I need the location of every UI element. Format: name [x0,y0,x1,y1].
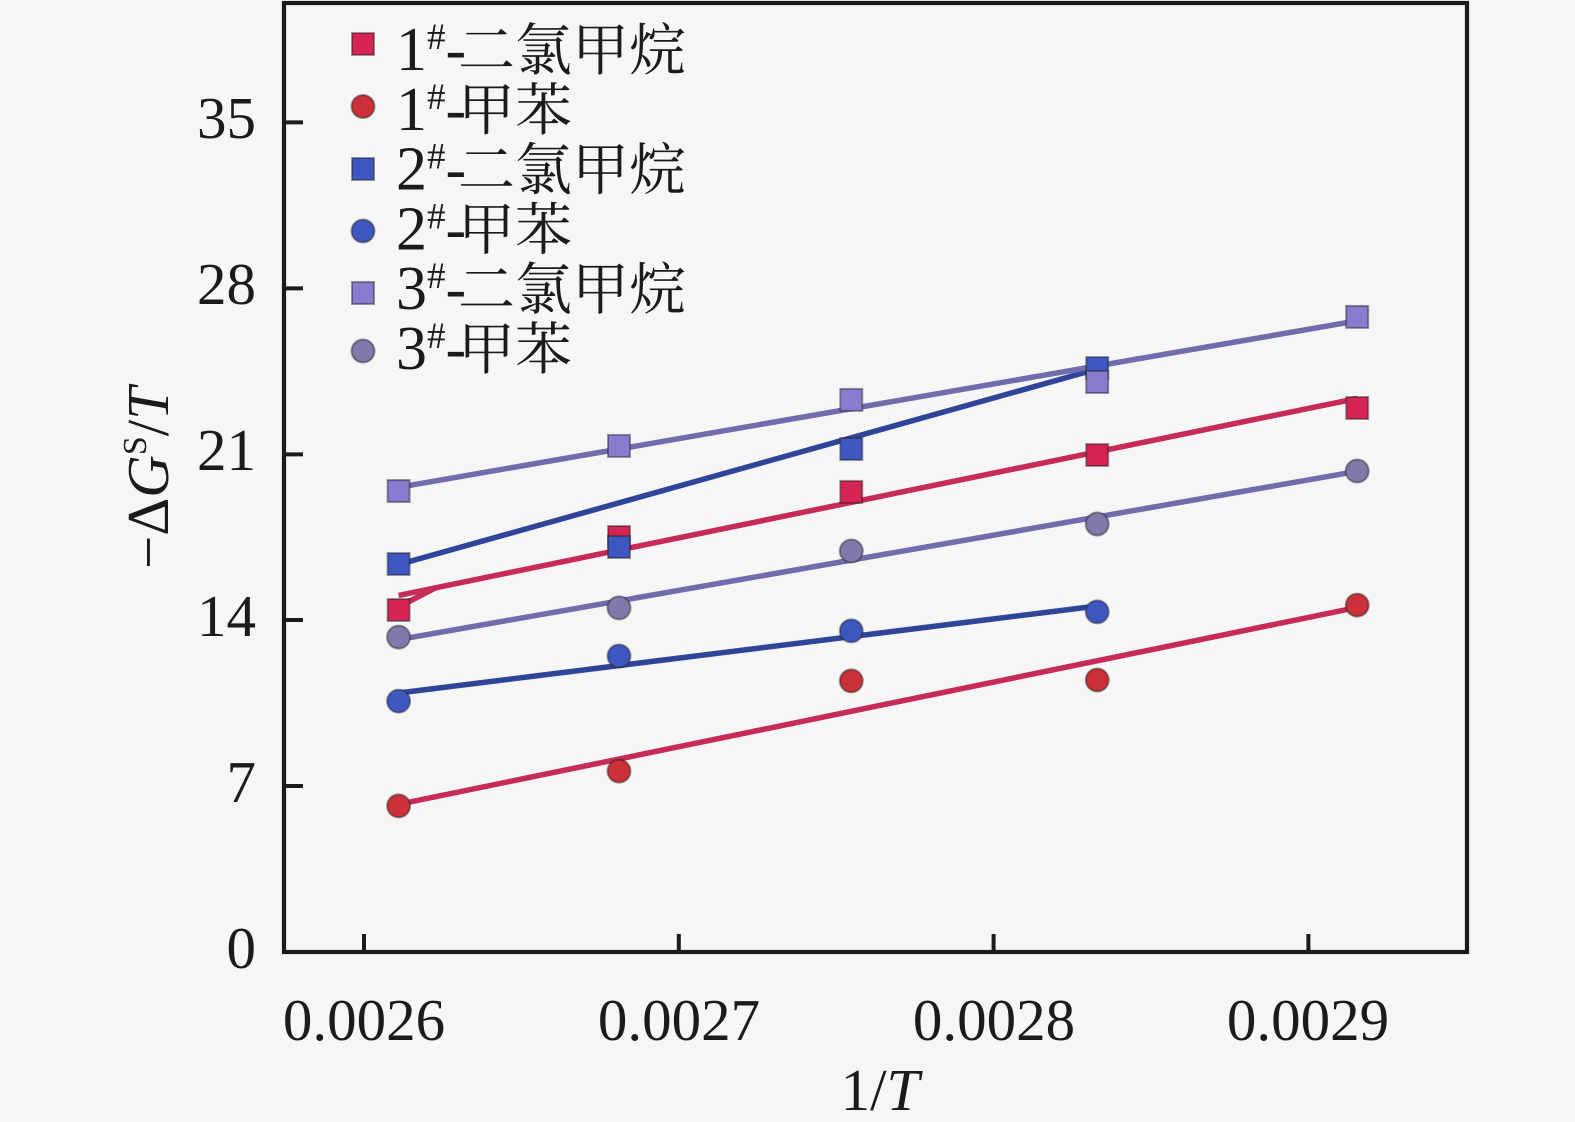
svg-text:2#-: 2#- [396,195,466,263]
svg-text:7: 7 [227,749,257,815]
svg-text:3#-: 3#- [396,315,466,383]
svg-text:1/T: 1/T [841,1057,924,1122]
svg-text:0.0029: 0.0029 [1227,987,1389,1053]
svg-text:14: 14 [197,583,256,649]
svg-text:0.0028: 0.0028 [913,987,1075,1053]
svg-text:2#-: 2#- [396,136,466,204]
svg-text:28: 28 [197,251,256,317]
svg-text:35: 35 [197,85,256,151]
svg-text:0: 0 [227,915,257,981]
svg-text:−ΔGS/T: −ΔGS/T [115,383,181,569]
svg-text:0.0026: 0.0026 [283,987,445,1053]
svg-text:1#-: 1#- [396,16,466,84]
svg-text:21: 21 [197,417,256,483]
svg-text:0.0027: 0.0027 [598,987,760,1053]
